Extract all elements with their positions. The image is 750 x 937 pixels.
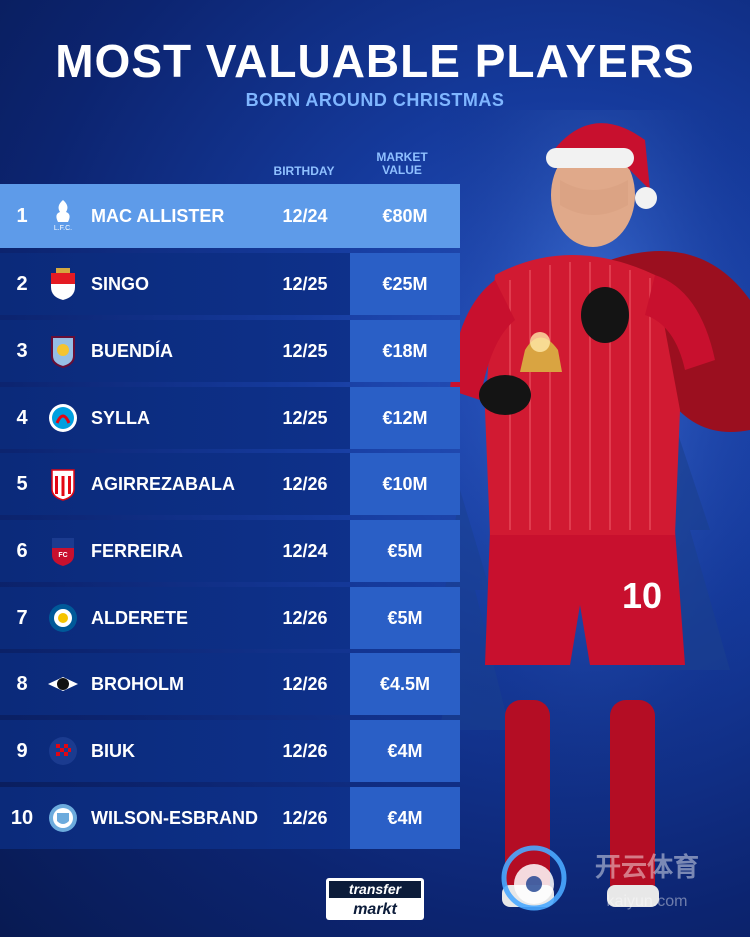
watermark-text: 开云体育: [595, 852, 699, 883]
table-row: 2 SINGO 12/25 €25M: [0, 253, 460, 315]
aston-villa-crest-icon: [51, 336, 75, 368]
player-birthday: 12/25: [282, 340, 328, 361]
player-name: BUENDÍA: [91, 340, 174, 361]
birthday-column-header: BIRTHDAY: [262, 165, 346, 178]
logo-line1: transfer: [349, 881, 403, 897]
birthday-header-label: BIRTHDAY: [273, 164, 335, 178]
shorts-number: 10: [622, 575, 662, 616]
player-birthday: 12/26: [282, 673, 328, 694]
rank-number: 8: [16, 672, 28, 695]
svg-text:FC: FC: [58, 552, 67, 559]
value-cell-bg: [350, 587, 460, 649]
player-birthday: 12/26: [282, 473, 328, 494]
table-row: 10 WILSON-ESBRAND 12/26 €4M: [0, 787, 460, 849]
table-row: 8 BROHOLM 12/26 €4.5M: [0, 653, 460, 715]
getafe-crest-icon: [49, 604, 77, 632]
player-market-value: €5M: [387, 540, 423, 561]
value-cell-bg: [350, 520, 460, 582]
club-badge: [46, 333, 80, 369]
market-value-column-header: MARKET VALUE: [352, 151, 452, 177]
svg-text:L.F.C.: L.F.C.: [54, 225, 72, 232]
rosenborg-crest-icon: [48, 677, 78, 691]
player-market-value: €25M: [382, 273, 428, 294]
value-cell-bg: [350, 653, 460, 715]
player-name: MAC ALLISTER: [91, 205, 225, 226]
club-badge: FC: [46, 533, 80, 569]
club-badge: [46, 400, 80, 436]
rank-number: 6: [16, 539, 28, 562]
table-row: 1 L.F.C. MAC ALLISTER 12/24 €80M: [0, 184, 460, 248]
value-cell-bg: [350, 787, 460, 849]
player-market-value: €80M: [382, 205, 428, 226]
table-row: 4 SYLLA 12/25 €12M: [0, 387, 460, 449]
watermark-url: kaiyun.com: [607, 893, 688, 910]
player-birthday: 12/26: [282, 607, 328, 628]
value-cell-bg: [350, 720, 460, 782]
player-name: SINGO: [91, 273, 150, 294]
player-name: BIUK: [91, 740, 135, 761]
club-badge: [46, 466, 80, 502]
market-value-header-line2: VALUE: [382, 163, 422, 177]
club-badge: L.F.C.: [46, 197, 80, 233]
player-market-value: €10M: [382, 473, 428, 494]
club-badge: [46, 800, 80, 836]
club-badge: [46, 666, 80, 702]
player-birthday: 12/26: [282, 740, 328, 761]
man-city-crest-icon: [49, 804, 77, 832]
page-title: MOST VALUABLE PLAYERS: [55, 35, 695, 87]
rank-number: 3: [16, 339, 28, 362]
club-badge: [46, 266, 80, 302]
rank-number: 7: [16, 606, 28, 629]
rank-number: 5: [16, 472, 28, 495]
fc-dallas-crest-icon: FC: [52, 538, 74, 566]
rank-number: 2: [16, 272, 28, 295]
player-birthday: 12/24: [282, 540, 328, 561]
rank-number: 4: [16, 406, 28, 429]
strasbourg-crest-icon: [49, 404, 77, 432]
club-badge: [46, 600, 80, 636]
transfermarkt-logo: transfer markt: [326, 878, 424, 920]
rank-number: 1: [16, 204, 28, 227]
rank-number: 9: [16, 739, 28, 762]
player-birthday: 12/24: [282, 205, 328, 226]
value-cell-bg: [350, 453, 460, 515]
club-badge: [46, 733, 80, 769]
table-row: 9 BIUK 12/26 €4M: [0, 720, 460, 782]
player-name: AGIRREZABALA: [91, 473, 235, 494]
watermark: 开云体育 kaiyun.com: [462, 838, 750, 918]
player-photo: 10: [440, 110, 750, 937]
hajduk-split-crest-icon: [49, 737, 77, 765]
player-birthday: 12/26: [282, 807, 328, 828]
player-birthday: 12/25: [282, 273, 328, 294]
player-market-value: €18M: [382, 340, 428, 361]
player-market-value: €4.5M: [379, 673, 431, 694]
value-cell-bg: [350, 253, 460, 315]
player-name: WILSON-ESBRAND: [91, 807, 258, 828]
player-market-value: €5M: [387, 607, 423, 628]
watermark-logo-icon: 开云体育 kaiyun.com: [501, 845, 699, 911]
athletic-club-crest-icon: [51, 469, 75, 501]
player-name: ALDERETE: [91, 607, 189, 628]
player-birthday: 12/25: [282, 407, 328, 428]
page-subtitle: BORN AROUND CHRISTMAS: [245, 90, 505, 110]
player-market-value: €4M: [387, 740, 423, 761]
table-row: 6 FC FERREIRA 12/24 €5M: [0, 520, 460, 582]
table-row: 7 ALDERETE 12/26 €5M: [0, 587, 460, 649]
player-name: BROHOLM: [91, 673, 184, 694]
logo-line2: markt: [353, 901, 397, 918]
market-value-header-line1: MARKET: [376, 150, 428, 164]
value-cell-bg: [350, 320, 460, 382]
player-market-value: €4M: [387, 807, 423, 828]
table-row: 5 AGIRREZABALA 12/26 €10M: [0, 453, 460, 515]
liverpool-crest-icon: L.F.C.: [54, 200, 72, 232]
player-name: SYLLA: [91, 407, 151, 428]
rank-number: 10: [10, 806, 34, 829]
monaco-crest-icon: [51, 268, 75, 300]
player-name: FERREIRA: [91, 540, 184, 561]
player-market-value: €12M: [382, 407, 428, 428]
table-row: 3 BUENDÍA 12/25 €18M: [0, 320, 460, 382]
value-cell-bg: [350, 387, 460, 449]
